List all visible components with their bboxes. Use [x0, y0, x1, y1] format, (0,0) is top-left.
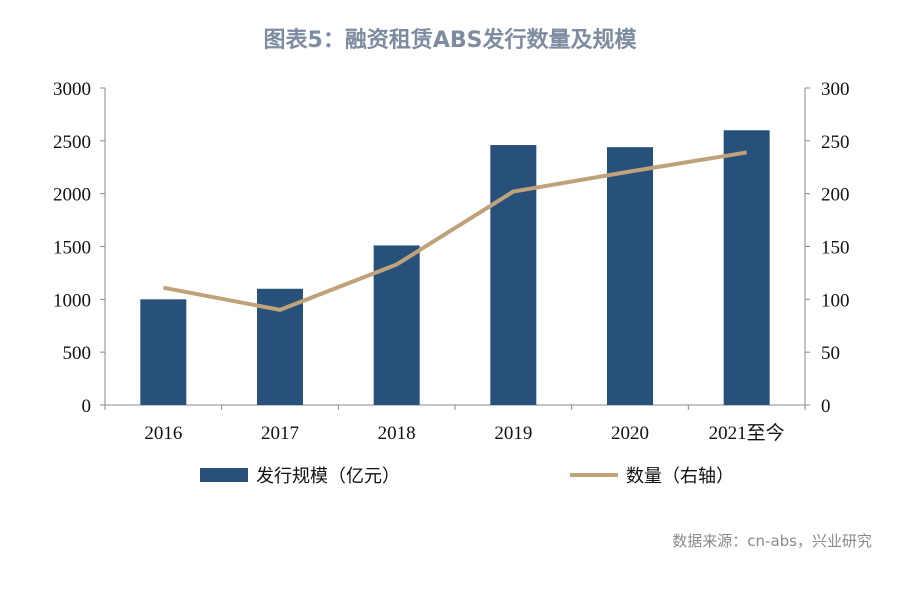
right-tick-label: 100 — [821, 290, 850, 311]
bar-2016 — [140, 299, 187, 405]
x-tick-label: 2020 — [611, 423, 649, 444]
right-tick-label: 0 — [821, 396, 831, 417]
bar-2020 — [607, 147, 653, 405]
x-tick-label: 2016 — [144, 423, 182, 444]
left-tick-label: 1500 — [53, 238, 91, 259]
x-tick-label: 2018 — [378, 423, 416, 444]
right-tick-label: 150 — [821, 238, 850, 259]
bar-2019 — [490, 145, 537, 405]
right-tick-label: 50 — [821, 343, 840, 364]
right-tick-label: 250 — [821, 132, 850, 153]
chart-title: 图表5：融资租赁ABS发行数量及规模 — [263, 28, 637, 53]
left-tick-label: 0 — [82, 396, 92, 417]
count-line — [162, 150, 747, 312]
bar-2021至今 — [723, 130, 770, 405]
left-tick-label: 2000 — [53, 185, 91, 206]
left-tick-label: 1000 — [53, 290, 91, 311]
left-tick-label: 500 — [63, 343, 92, 364]
x-tick-label: 2019 — [494, 423, 532, 444]
legend-bar-label: 发行规模（亿元） — [256, 466, 400, 487]
right-tick-label: 300 — [821, 79, 850, 100]
right-tick-label: 200 — [821, 185, 850, 206]
x-tick-label: 2021至今 — [709, 422, 785, 444]
x-tick-label: 2017 — [261, 423, 299, 444]
left-tick-label: 2500 — [53, 132, 91, 153]
left-tick-label: 3000 — [53, 79, 91, 100]
legend-line-label: 数量（右轴） — [626, 466, 734, 487]
legend-bar-swatch — [200, 468, 248, 482]
source-note: 数据来源：cn-abs，兴业研究 — [672, 532, 872, 550]
